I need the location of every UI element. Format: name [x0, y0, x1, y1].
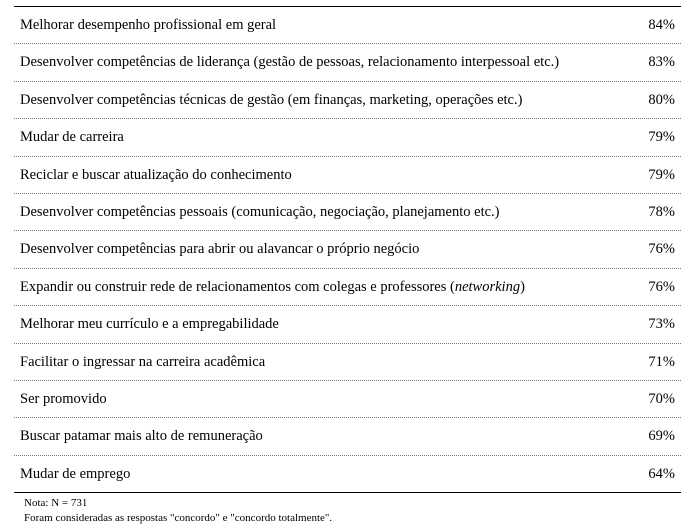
table-row: Buscar patamar mais alto de remuneração6… — [14, 418, 681, 455]
footnotes: Nota: N = 731 Foram consideradas as resp… — [14, 493, 681, 526]
category-cell: Facilitar o ingressar na carreira acadêm… — [20, 354, 631, 371]
table-row: Melhorar desempenho profissional em gera… — [14, 7, 681, 44]
percent-cell: 78% — [631, 204, 675, 221]
table-row: Facilitar o ingressar na carreira acadêm… — [14, 344, 681, 381]
category-cell: Desenvolver competências de liderança (g… — [20, 54, 631, 71]
category-cell: Desenvolver competências técnicas de ges… — [20, 92, 631, 109]
category-cell: Ser promovido — [20, 391, 631, 408]
percent-cell: 70% — [631, 391, 675, 408]
percent-cell: 71% — [631, 354, 675, 371]
percent-cell: 76% — [631, 279, 675, 296]
percent-cell: 79% — [631, 129, 675, 146]
category-cell: Desenvolver competências para abrir ou a… — [20, 241, 631, 258]
percent-cell: 79% — [631, 167, 675, 184]
table-header-row: Categorias %* — [14, 0, 681, 7]
footnote-line: Foram consideradas as respostas "concord… — [24, 511, 681, 526]
table-row: Mudar de emprego64% — [14, 456, 681, 493]
percent-cell: 73% — [631, 316, 675, 333]
category-cell: Expandir ou construir rede de relacionam… — [20, 279, 631, 296]
category-cell: Buscar patamar mais alto de remuneração — [20, 428, 631, 445]
category-cell: Mudar de emprego — [20, 466, 631, 483]
table-row: Melhorar meu currículo e a empregabilida… — [14, 306, 681, 343]
table-row: Desenvolver competências de liderança (g… — [14, 44, 681, 81]
table-container: Categorias %* Melhorar desempenho profis… — [0, 0, 695, 532]
percent-cell: 76% — [631, 241, 675, 258]
percent-cell: 69% — [631, 428, 675, 445]
header-percent: %* — [655, 0, 675, 3]
category-cell: Mudar de carreira — [20, 129, 631, 146]
percent-cell: 84% — [631, 17, 675, 34]
table-row: Reciclar e buscar atualização do conheci… — [14, 157, 681, 194]
table-row: Expandir ou construir rede de relacionam… — [14, 269, 681, 306]
category-cell: Reciclar e buscar atualização do conheci… — [20, 167, 631, 184]
table-row: Desenvolver competências técnicas de ges… — [14, 82, 681, 119]
table-row: Ser promovido70% — [14, 381, 681, 418]
table-row: Desenvolver competências pessoais (comun… — [14, 194, 681, 231]
percent-cell: 80% — [631, 92, 675, 109]
table-body: Melhorar desempenho profissional em gera… — [14, 7, 681, 493]
header-categories: Categorias — [20, 0, 87, 3]
percent-cell: 83% — [631, 54, 675, 71]
table-row: Mudar de carreira79% — [14, 119, 681, 156]
percent-cell: 64% — [631, 466, 675, 483]
table-row: Desenvolver competências para abrir ou a… — [14, 231, 681, 268]
category-cell: Melhorar meu currículo e a empregabilida… — [20, 316, 631, 333]
category-cell: Melhorar desempenho profissional em gera… — [20, 17, 631, 34]
category-cell: Desenvolver competências pessoais (comun… — [20, 204, 631, 221]
footnote-line: Nota: N = 731 — [24, 496, 681, 511]
